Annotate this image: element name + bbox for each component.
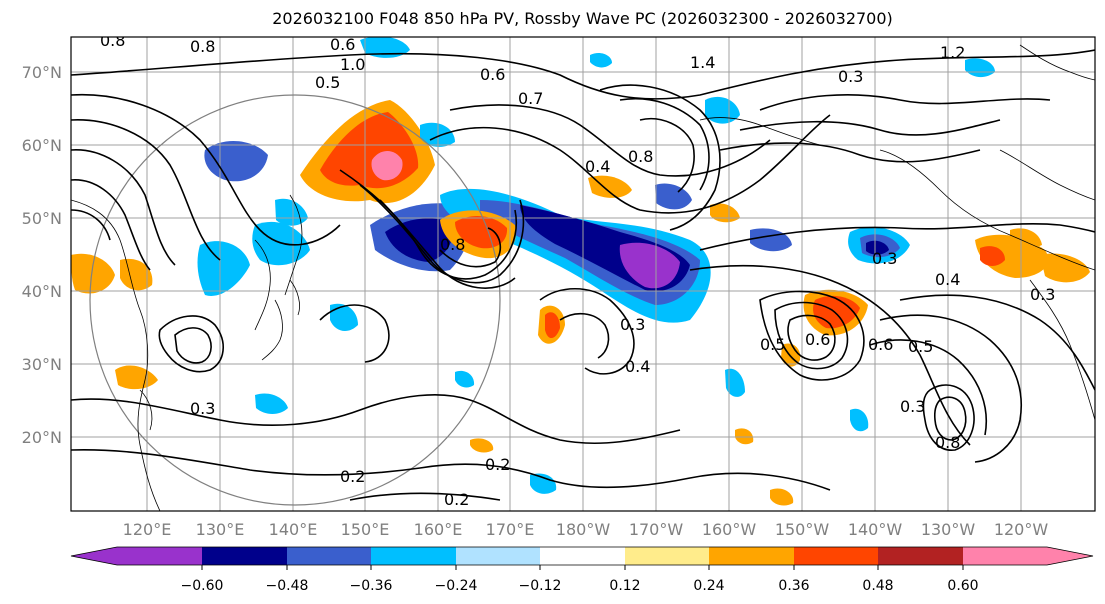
contour-label: 0.6 — [805, 330, 830, 349]
colorbar-tick-label: 0.24 — [693, 578, 724, 594]
lon-label: 160°E — [414, 520, 463, 539]
lon-label: 180°W — [556, 520, 611, 539]
graticule — [71, 37, 1095, 511]
pv-shading — [71, 37, 1090, 506]
colorbar-tick-label: −0.60 — [181, 578, 224, 594]
colorbar-segment — [963, 547, 1047, 565]
contour-label: 0.2 — [340, 467, 365, 486]
colorbar-segment — [709, 547, 794, 565]
lon-label: 140°W — [848, 520, 903, 539]
colorbar-tick-label: 0.36 — [778, 578, 809, 594]
lon-label: 130°W — [921, 520, 976, 539]
contour-label: 0.4 — [625, 357, 650, 376]
lon-label: 130°E — [196, 520, 245, 539]
contour-label: 0.5 — [908, 337, 933, 356]
latitude-labels: 70°N 60°N 50°N 40°N 30°N 20°N — [22, 63, 62, 447]
contour-label: 0.3 — [620, 315, 645, 334]
coastlines — [71, 44, 1095, 511]
colorbar-extend-min — [71, 547, 117, 565]
contour-label: 0.8 — [935, 433, 960, 452]
contour-label: 0.4 — [585, 157, 610, 176]
colorbar: −0.60 −0.48 −0.36 −0.24 −0.12 0.12 0.24 0.36 0.4… — [70, 546, 1094, 594]
pv-contours — [71, 49, 1095, 501]
contour-label: 1.4 — [690, 53, 715, 72]
lon-label: 150°W — [775, 520, 830, 539]
colorbar-segment — [794, 547, 878, 565]
contour-label: 0.7 — [518, 89, 543, 108]
contour-label: 1.2 — [940, 43, 965, 62]
contour-label: 0.3 — [190, 399, 215, 418]
lon-label: 170°W — [629, 520, 684, 539]
contour-label: 0.3 — [900, 397, 925, 416]
contour-label: 0.4 — [935, 270, 960, 289]
colorbar-segment — [540, 547, 625, 565]
contour-label: 1.0 — [340, 55, 365, 74]
lat-label: 70°N — [22, 63, 62, 82]
contour-label: 0.3 — [872, 249, 897, 268]
contour-labels: 0.8 0.8 1.0 0.6 1.4 1.2 0.5 0.7 0.6 0.8 … — [100, 31, 1055, 509]
contour-label: 0.3 — [1030, 285, 1055, 304]
colorbar-extend-max — [1047, 547, 1093, 565]
contour-label: 0.6 — [330, 35, 355, 54]
contour-label: 0.6 — [480, 65, 505, 84]
lon-label: 150°E — [341, 520, 390, 539]
lon-label: 120°E — [123, 520, 172, 539]
lon-label: 120°W — [994, 520, 1049, 539]
contour-label: 0.3 — [838, 67, 863, 86]
contour-label: 0.5 — [315, 73, 340, 92]
lat-label: 20°N — [22, 428, 62, 447]
colorbar-tick-label: 0.60 — [947, 578, 978, 594]
contour-label: 0.8 — [628, 147, 653, 166]
colorbar-segment — [878, 547, 963, 565]
longitude-labels: 120°E 130°E 140°E 150°E 160°E 170°E 180°… — [123, 520, 1049, 539]
lat-label: 40°N — [22, 282, 62, 301]
contour-label: 0.2 — [485, 455, 510, 474]
contour-label: 0.8 — [190, 37, 215, 56]
lat-label: 60°N — [22, 136, 62, 155]
colorbar-segment — [117, 547, 202, 565]
colorbar-tick-label: −0.24 — [435, 578, 478, 594]
colorbar-tick-label: −0.12 — [519, 578, 562, 594]
colorbar-segment — [371, 547, 456, 565]
lon-label: 160°W — [702, 520, 757, 539]
colorbar-segment — [287, 547, 371, 565]
contour-label: 0.8 — [440, 235, 465, 254]
colorbar-tick-label: 0.48 — [862, 578, 893, 594]
contour-label: 0.2 — [444, 490, 469, 509]
colorbar-segment — [202, 547, 287, 565]
colorbar-tick-label: −0.48 — [266, 578, 309, 594]
colorbar-segment — [456, 547, 540, 565]
lat-label: 50°N — [22, 209, 62, 228]
colorbar-segment — [625, 547, 709, 565]
contour-label: 0.6 — [868, 335, 893, 354]
colorbar-tick-label: 0.12 — [609, 578, 640, 594]
map-frame — [70, 36, 1096, 512]
lon-label: 170°E — [486, 520, 535, 539]
lon-label: 140°E — [269, 520, 318, 539]
contour-label: 0.5 — [760, 335, 785, 354]
lat-label: 30°N — [22, 355, 62, 374]
range-circle — [89, 94, 501, 506]
colorbar-tick-label: −0.36 — [350, 578, 393, 594]
contour-label: 0.8 — [100, 31, 125, 50]
map-title: 2026032100 F048 850 hPa PV, Rossby Wave … — [272, 9, 893, 28]
